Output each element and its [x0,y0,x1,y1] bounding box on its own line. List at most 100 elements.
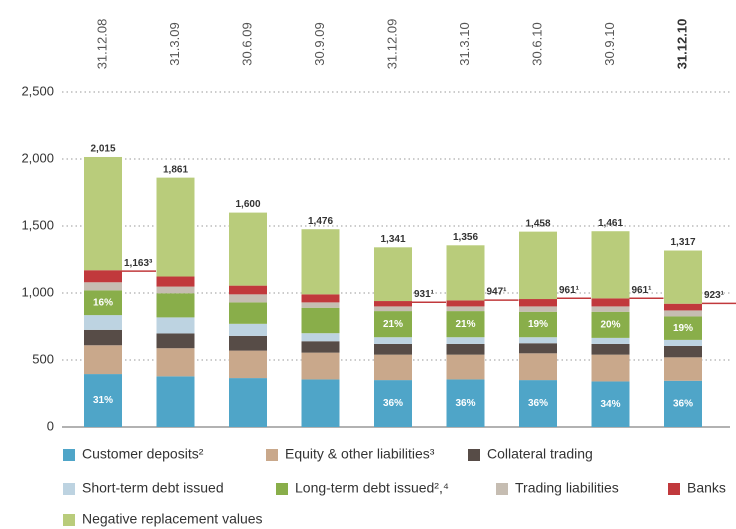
total-label: 1,458 [525,218,550,229]
bar-segment [664,316,702,340]
legend-label: Short-term debt issued [82,480,224,496]
legend-label: Banks [687,480,726,496]
bar-segment [591,298,630,307]
bar-segment [301,229,340,295]
legend-swatch [63,449,75,461]
x-tick-label: 30.6.09 [239,22,254,65]
bar-segment [301,341,340,353]
bar-segment [374,343,412,355]
total-label: 1,317 [670,237,695,248]
bar-segment [519,380,557,427]
bar-segment [519,231,557,300]
legend-label: Equity & other liabilities³ [285,446,435,462]
reference-label: 931¹ [414,289,435,300]
segment-label: 20% [600,319,620,330]
segment-label: 21% [455,319,475,330]
bar-segment [301,302,340,308]
x-tick-label: 31.3.09 [167,22,182,65]
bar-segment [229,302,267,324]
total-label: 1,600 [235,199,260,210]
bar-segment [301,333,340,342]
legend-label: Negative replacement values [82,511,263,527]
x-tick-label: 31.12.08 [94,19,109,70]
legend-swatch [276,483,288,495]
legend-swatch [63,483,75,495]
y-tick-label: 0 [47,418,54,433]
x-tick-label: 30.9.09 [312,22,327,65]
reference-label: 947¹ [487,287,508,298]
bar-segment [591,311,630,338]
bar-segment [156,177,195,277]
bar-segment [301,379,340,427]
total-label: 1,341 [380,234,405,245]
total-label: 1,356 [453,232,478,243]
legend-label: Customer deposits² [82,446,204,462]
segment-label: 36% [383,398,403,409]
bar-segment [664,357,702,381]
bar-segment [156,333,195,349]
bar-segment [591,337,630,344]
bar-segment [446,343,485,355]
bar-segment [156,286,195,294]
y-tick-label: 2,000 [21,150,54,165]
bar-segment [156,293,195,318]
bar-segment [374,301,412,307]
bar-segment [446,306,485,312]
bar-segment [519,353,557,381]
segment-label: 21% [383,319,403,330]
bar-segment [664,250,702,304]
reference-label: 923¹ [704,290,725,301]
bar-segment [664,303,702,311]
segment-label: 36% [455,398,475,409]
bar-segment [374,306,412,312]
reference-label: 1,163³ [124,258,153,269]
bar-segment [519,343,557,354]
bar-segment [374,247,412,302]
bar-segment [519,306,557,312]
bar-segment [664,310,702,317]
bar-segment [374,380,412,427]
bar-segment [156,376,195,427]
legend-label: Trading liabilities [515,480,619,496]
segment-label: 19% [673,323,693,334]
segment-label: 19% [528,319,548,330]
bar-segment [84,315,122,330]
bar-segment [591,231,630,299]
bar-segment [374,337,412,344]
reference-label: 961¹ [559,285,580,296]
legend-swatch [468,449,480,461]
bar-segment [84,329,122,346]
bar-segment [229,335,267,351]
y-tick-label: 2,500 [21,83,54,98]
bar-segment [374,311,412,338]
total-label: 1,476 [308,216,333,227]
total-label: 1,861 [163,164,188,175]
legend-swatch [266,449,278,461]
bar-segment [156,276,195,287]
bar-segment [301,307,340,334]
bar-segment [446,300,485,307]
legend-label: Collateral trading [487,446,593,462]
bar-segment [84,270,122,283]
reference-label: 961¹ [632,285,653,296]
bar-segment [519,311,557,338]
bar-segment [664,339,702,346]
bar-segment [301,352,340,380]
bar-segment [519,299,557,307]
bar-segment [446,337,485,344]
bar-segment [84,290,122,316]
x-tick-label: 30.6.10 [529,22,544,65]
x-tick-label: 31.3.10 [457,22,472,65]
segment-label: 16% [93,297,113,308]
legend-swatch [63,514,75,526]
bar-segment [664,345,702,358]
bar-segment [591,306,630,312]
bar-segment [591,343,630,355]
legend-swatch [668,483,680,495]
y-tick-label: 500 [32,351,54,366]
bar-segment [84,156,122,271]
bar-segment [446,354,485,380]
legend-swatch [496,483,508,495]
y-tick-label: 1,000 [21,284,54,299]
